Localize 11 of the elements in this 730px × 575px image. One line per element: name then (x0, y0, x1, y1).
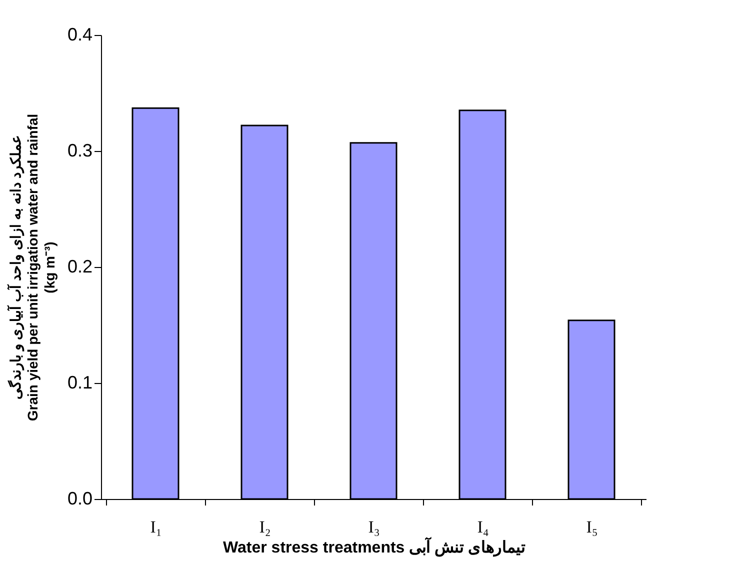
x-tick-label: I₅ (586, 518, 598, 536)
x-tick-label: I₃ (368, 518, 380, 536)
y-tick-label: 0.2 (67, 256, 92, 276)
y-tick-label: 0.4 (67, 24, 92, 44)
x-axis-title: Water stress treatments تیمارهای تنش آبی (222, 536, 526, 558)
x-tick-label: I₄ (477, 518, 489, 536)
x-tick-label: I₂ (259, 518, 271, 536)
y-tick-label: 0.0 (67, 488, 92, 508)
x-tick-label: I₁ (150, 518, 162, 536)
y-tick-label: 0.1 (67, 372, 92, 392)
y-tick-label: 0.3 (67, 140, 92, 160)
